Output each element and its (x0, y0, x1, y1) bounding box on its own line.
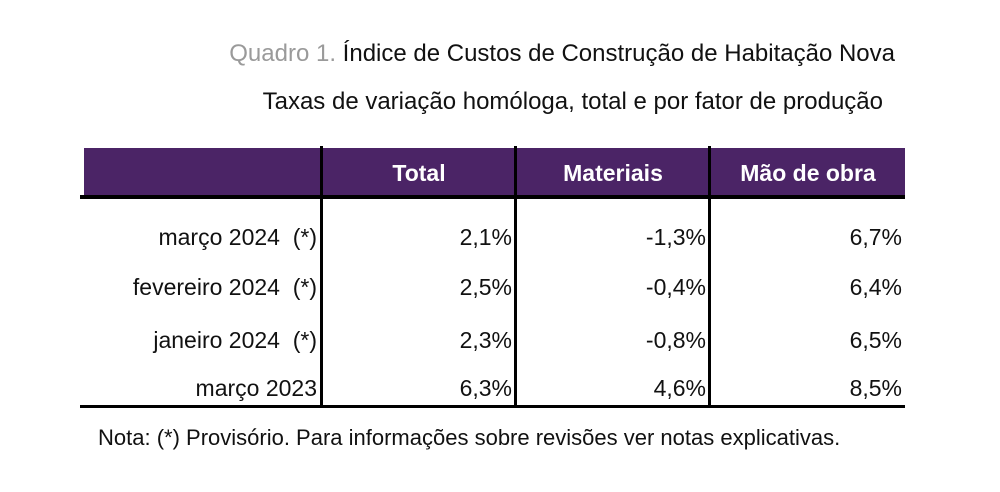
cell-materiais: -0,8% (645, 327, 706, 353)
row-label: março 2024 (*) (158, 224, 317, 250)
header-total: Total (392, 160, 446, 186)
cell-materiais: -1,3% (645, 224, 706, 250)
table-header (84, 148, 905, 196)
column-divider (708, 146, 711, 408)
table-title: Quadro 1. Índice de Custos de Construção… (229, 40, 895, 68)
header-divider (80, 195, 905, 199)
cell-mao-de-obra: 8,5% (849, 375, 902, 401)
row-label: março 2023 (195, 375, 317, 401)
row-label: fevereiro 2024 (*) (132, 274, 317, 300)
header-mao-de-obra: Mão de obra (740, 160, 876, 186)
table-number: Quadro 1. (229, 40, 336, 67)
table-bottom-border (80, 405, 905, 408)
cell-materiais: 4,6% (653, 375, 706, 401)
cell-materiais: -0,4% (645, 274, 706, 300)
cell-mao-de-obra: 6,4% (849, 274, 902, 300)
cell-mao-de-obra: 6,7% (849, 224, 902, 250)
cell-total: 2,1% (459, 224, 512, 250)
table-subtitle: Taxas de variação homóloga, total e por … (262, 88, 883, 115)
cell-total: 6,3% (459, 375, 512, 401)
cell-total: 2,5% (459, 274, 512, 300)
table-title-text: Índice de Custos de Construção de Habita… (342, 40, 895, 67)
footnote: Nota: (*) Provisório. Para informações s… (98, 425, 841, 450)
header-materiais: Materiais (563, 160, 663, 186)
row-label: janeiro 2024 (*) (153, 327, 317, 353)
cell-mao-de-obra: 6,5% (849, 327, 902, 353)
cell-total: 2,3% (459, 327, 512, 353)
column-divider (514, 146, 517, 408)
column-divider (320, 146, 323, 408)
